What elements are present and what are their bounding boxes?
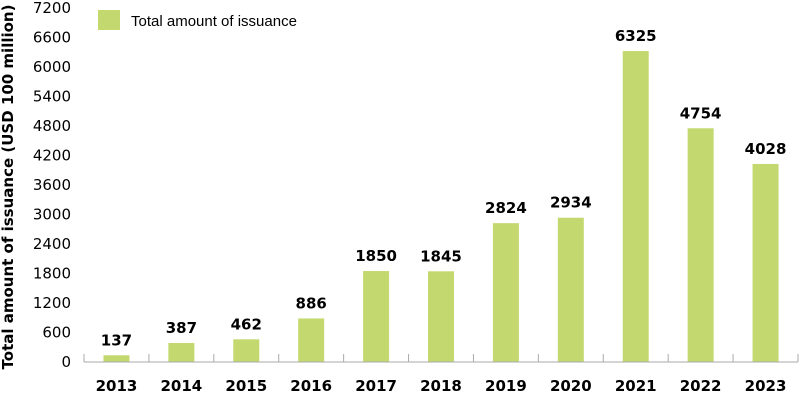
y-tick-label: 1800 <box>33 265 71 283</box>
y-tick-label: 600 <box>42 324 71 342</box>
x-tick-label: 2013 <box>96 377 138 395</box>
y-axis-title-group: Total amount of issuance (USD 100 millio… <box>0 5 17 370</box>
bar <box>492 223 519 362</box>
x-tick-label: 2014 <box>160 377 202 395</box>
y-tick-label: 1200 <box>33 294 71 312</box>
data-label: 462 <box>231 315 262 333</box>
x-axis: 2013 2014 2015 2016 2017 2018 2019 2020 2021 2022… <box>83 354 799 395</box>
bar <box>428 271 454 362</box>
x-tick-label: 2018 <box>420 377 462 395</box>
x-tick-label: 2020 <box>550 377 592 395</box>
bar <box>233 339 260 362</box>
y-tick-label: 3600 <box>33 176 71 194</box>
data-label: 6325 <box>615 27 657 45</box>
bar <box>363 271 390 362</box>
legend: Total amount of issuance <box>98 10 297 30</box>
bar <box>622 51 649 362</box>
y-tick-label: 3000 <box>33 206 71 224</box>
data-label: 886 <box>296 294 327 312</box>
data-label: 387 <box>166 319 197 337</box>
y-tick-label: 5400 <box>33 88 71 106</box>
legend-label: Total amount of issuance <box>131 13 297 30</box>
x-tick-label: 2021 <box>615 377 657 395</box>
data-label: 4754 <box>680 104 722 122</box>
bar <box>298 318 325 362</box>
data-label: 4028 <box>745 140 787 158</box>
y-tick-label: 0 <box>61 353 71 371</box>
bar <box>103 355 130 362</box>
y-tick-label: 6000 <box>33 58 71 76</box>
x-tick-label: 2022 <box>680 377 722 395</box>
bar <box>168 342 195 362</box>
bars: 137 387 462 886 1850 1845 2824 2934 6325 4754 4028 <box>101 27 787 362</box>
y-axis-title: Total amount of issuance (USD 100 millio… <box>0 5 17 370</box>
x-tick-label: 2016 <box>290 377 332 395</box>
y-tick-label: 2400 <box>33 235 71 253</box>
y-tick-label: 4800 <box>33 117 71 135</box>
data-label: 2934 <box>550 194 592 212</box>
data-label: 137 <box>101 331 132 349</box>
y-tick-label: 4200 <box>33 147 71 165</box>
bar <box>752 163 779 362</box>
x-tick-label: 2017 <box>355 377 397 395</box>
bar <box>687 128 714 362</box>
y-tick-label: 6600 <box>33 29 71 47</box>
x-tick-label: 2019 <box>485 377 527 395</box>
legend-swatch <box>98 10 120 30</box>
y-tick-label: 7200 <box>33 0 71 17</box>
x-tick-label: 2015 <box>225 377 267 395</box>
y-axis: 0 600 1200 1800 2400 3000 3600 4200 4800 5400 6000… <box>33 0 71 371</box>
x-tick-label: 2023 <box>745 377 787 395</box>
data-label: 1850 <box>355 247 397 265</box>
data-label: 1845 <box>420 247 462 265</box>
bar <box>557 217 584 362</box>
data-label: 2824 <box>485 199 527 217</box>
